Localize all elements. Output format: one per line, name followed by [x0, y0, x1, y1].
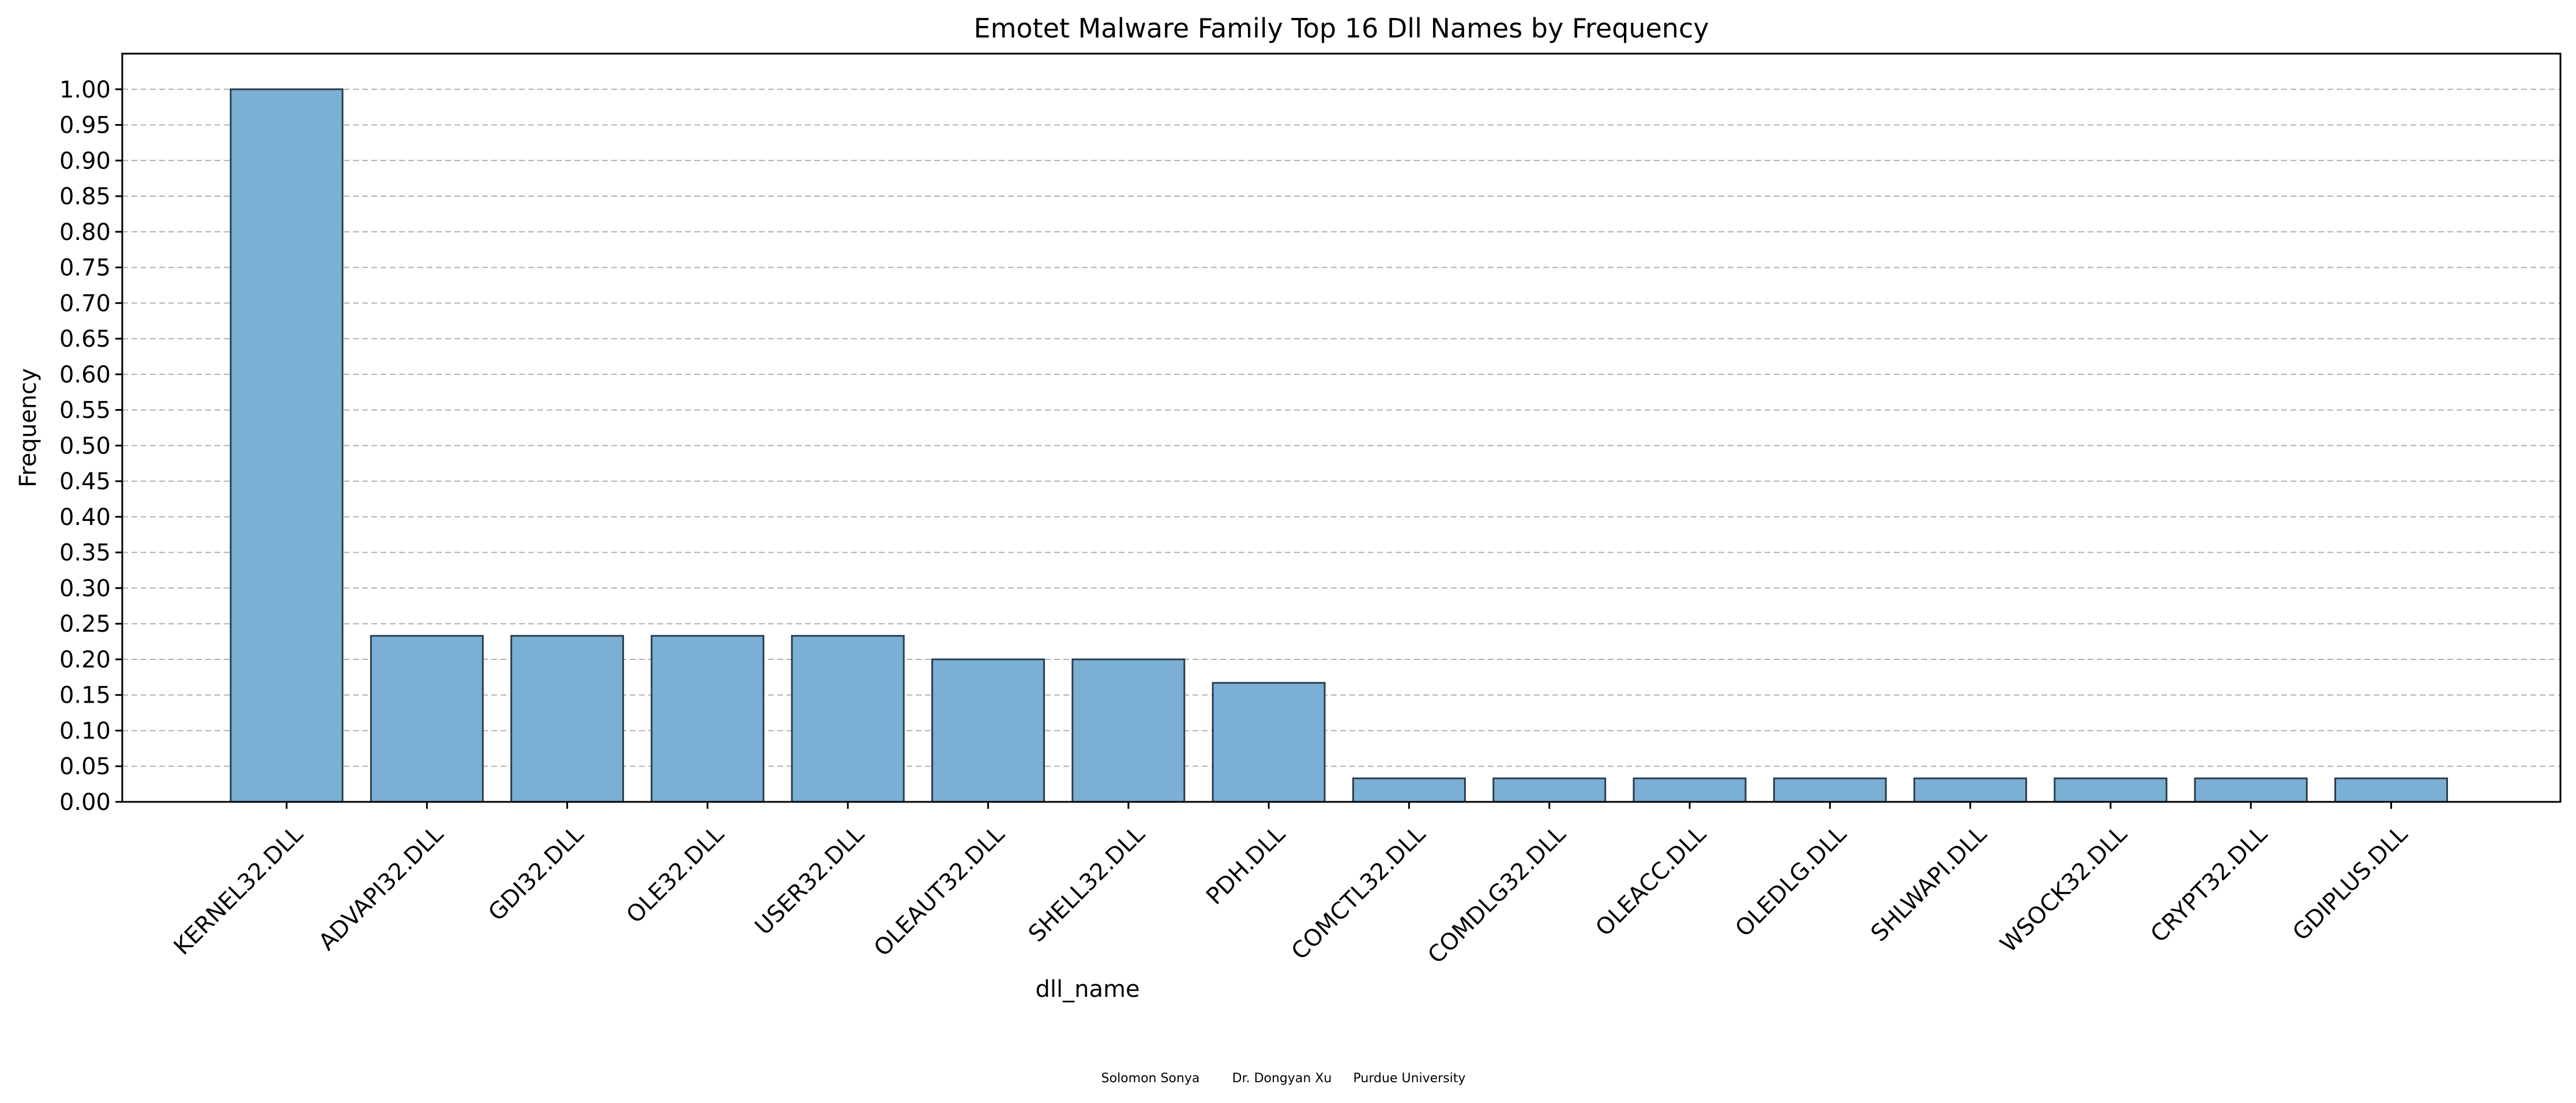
x-tick-label: ADVAPI32.DLL [314, 820, 449, 955]
y-tick-label: 0.35 [59, 540, 111, 566]
y-tick-label: 0.75 [59, 255, 111, 282]
footer: Solomon Sonya Dr. Dongyan Xu Purdue Univ… [1101, 1071, 1466, 1086]
y-tick-label: 0.85 [59, 183, 111, 210]
plot-frame [121, 52, 2562, 803]
bar-pdh-dll [1212, 682, 1326, 803]
y-tick-label: 0.15 [59, 682, 111, 709]
gridlines [122, 88, 2560, 802]
bar-ole32-dll [650, 635, 765, 803]
bar-shell32-dll [1071, 658, 1186, 803]
bar-kernel32-dll [230, 88, 344, 803]
y-tick-label: 0.20 [59, 647, 111, 673]
bar-oleaut32-dll [931, 658, 1045, 803]
chart-title: Emotet Malware Family Top 16 Dll Names b… [974, 13, 1709, 44]
footer-institution: Purdue University [1353, 1071, 1466, 1086]
bar-oleacc-dll [1633, 777, 1747, 803]
y-axis-label: Frequency [15, 368, 42, 487]
x-tick-label: GDI32.DLL [483, 820, 589, 926]
x-tick-label: PDH.DLL [1201, 820, 1291, 910]
y-tick-label: 0.25 [59, 611, 111, 637]
x-tick-label: KERNEL32.DLL [169, 820, 309, 960]
bar-wsock32-dll [2054, 777, 2168, 803]
y-tick-label: 0.70 [59, 290, 111, 317]
y-tick-label: 0.55 [59, 397, 111, 424]
y-axis: 0.00 0.05 0.10 0.15 0.20 0.25 0.30 0.35 0.40 0.45… [59, 77, 122, 816]
bar-crypt32-dll [2194, 777, 2308, 803]
y-tick-label: 0.30 [59, 575, 111, 602]
bar-gdiplus-dll [2334, 777, 2448, 803]
y-tick-label: 0.60 [59, 362, 111, 388]
x-tick-label: OLEACC.DLL [1590, 820, 1712, 941]
y-tick-label: 0.40 [59, 504, 111, 531]
y-tick-label: 0.50 [59, 433, 111, 459]
y-tick-label: 0.00 [59, 789, 111, 816]
x-axis-label: dll_name [1035, 976, 1140, 1003]
y-tick-label: 0.95 [59, 112, 111, 139]
x-tick-label: COMDLG32.DLL [1423, 820, 1571, 969]
bar-comctl32-dll [1352, 777, 1466, 803]
x-tick-label: CRYPT32.DLL [2146, 820, 2273, 948]
footer-advisor: Dr. Dongyan Xu [1232, 1071, 1332, 1086]
x-tick-label: OLEDLG.DLL [1731, 820, 1852, 942]
bar-shlwapi-dll [1913, 777, 2028, 803]
x-axis: KERNEL32.DLL ADVAPI32.DLL GDI32.DLL OLE32.D… [169, 802, 2413, 969]
bar-gdi32-dll [510, 635, 625, 803]
y-tick-label: 0.10 [59, 718, 111, 744]
footer-author: Solomon Sonya [1101, 1071, 1200, 1086]
y-tick-label: 0.45 [59, 468, 111, 495]
y-tick-label: 0.05 [59, 753, 111, 780]
x-tick-label: OLEAUT32.DLL [869, 820, 1010, 962]
bar-oledlg-dll [1773, 777, 1887, 803]
y-tick-label: 0.90 [59, 148, 111, 174]
y-tick-label: 1.00 [59, 77, 111, 103]
bar-advapi32-dll [370, 635, 484, 803]
x-tick-label: WSOCK32.DLL [1995, 820, 2133, 958]
y-tick-label: 0.65 [59, 326, 111, 352]
y-tick-label: 0.80 [59, 219, 111, 246]
x-tick-label: USER32.DLL [750, 820, 870, 940]
x-tick-label: OLE32.DLL [622, 820, 729, 928]
x-tick-label: GDIPLUS.DLL [2288, 820, 2413, 946]
bar-user32-dll [791, 635, 905, 803]
x-tick-label: SHLWAPI.DLL [1866, 820, 1992, 947]
bars [230, 88, 2448, 803]
x-tick-label: COMCTL32.DLL [1287, 820, 1431, 965]
bar-comdlg32-dll [1492, 777, 1607, 803]
x-tick-label: SHELL32.DLL [1024, 820, 1150, 947]
